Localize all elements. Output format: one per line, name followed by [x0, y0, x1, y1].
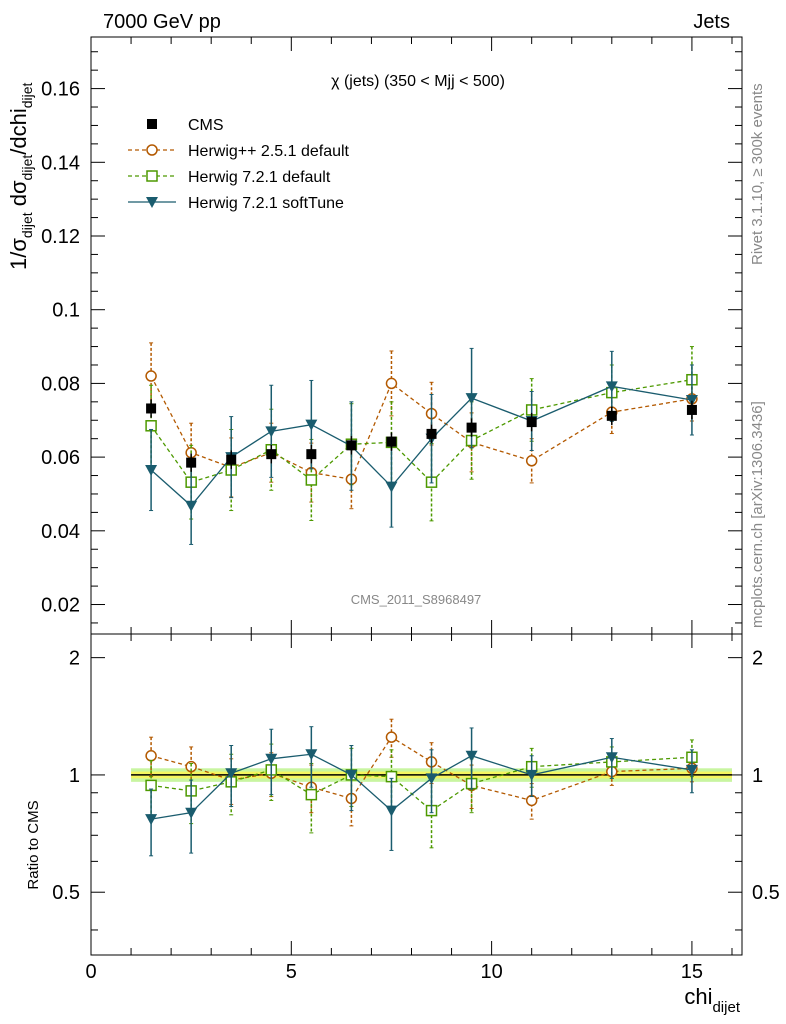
data-point [526, 417, 537, 428]
ratio-y-tick-label-right: 0.5 [752, 882, 780, 904]
x-tick-label: 15 [681, 961, 703, 983]
main-ylabel: 1/σdijet dσdijet/dchidijet [6, 82, 35, 270]
x-axis-label: chidijet [684, 984, 740, 1016]
y-tick-label: 0.06 [41, 447, 80, 469]
data-point [145, 750, 157, 762]
data-point [465, 393, 478, 405]
legend-item: Herwig 7.2.1 softTune [128, 195, 344, 212]
main-series-herwig251 [145, 342, 698, 510]
data-point [466, 422, 477, 433]
ratio-y-tick-label: 1 [69, 765, 80, 787]
data-point [185, 760, 197, 773]
ratio-series [145, 718, 698, 857]
data-point [306, 449, 317, 460]
data-point [145, 370, 157, 382]
y-tick-label: 0.14 [41, 152, 80, 174]
data-point [385, 481, 398, 493]
data-point [305, 788, 318, 801]
legend-label: CMS [188, 117, 224, 134]
data-point [685, 764, 698, 776]
legend-label: Herwig 7.2.1 default [188, 169, 331, 186]
y-tick-label: 0.08 [41, 373, 80, 395]
data-point [146, 403, 157, 414]
data-point [305, 474, 318, 486]
ratio-ticks: 0.5 0.5 1 1 2 2 0 5 10 15 [52, 634, 780, 983]
data-point [345, 769, 358, 781]
y-tick-label: 0.16 [41, 79, 80, 101]
data-point [605, 752, 618, 764]
analysis-id: CMS_2011_S8968497 [351, 592, 482, 607]
data-point [305, 419, 318, 431]
data-point [266, 449, 277, 460]
x-tick-label: 5 [286, 961, 297, 983]
x-tick-label: 0 [85, 961, 96, 983]
legend-label: Herwig 7.2.1 softTune [188, 195, 344, 212]
data-point [525, 455, 538, 467]
y-tick-label: 0.02 [41, 595, 80, 617]
y-tick-label: 0.04 [41, 521, 80, 543]
data-point [265, 753, 278, 765]
data-point [386, 436, 397, 447]
ratio-y-tick-label: 2 [69, 648, 80, 670]
data-point [425, 773, 438, 785]
legend-marker [146, 144, 158, 156]
data-point [186, 457, 197, 468]
side-top-text: Rivet 3.1.10, ≥ 300k events [749, 83, 766, 265]
ratio-panel: 0.5 0.5 1 1 2 2 0 5 10 15 [52, 633, 780, 983]
x-tick-label: 10 [480, 961, 502, 983]
ratio-series-softtune [145, 726, 698, 857]
series-line [150, 753, 693, 820]
data-point [426, 428, 437, 439]
header-right: Jets [693, 11, 730, 33]
data-point [605, 381, 618, 393]
y-tick-label: 0.12 [41, 226, 80, 248]
legend-item: CMS [147, 117, 224, 134]
main-panel: 0.02 0.04 0.06 0.08 0.1 0.12 0.14 0.16 χ (jets)… [41, 36, 743, 635]
data-point [346, 440, 357, 451]
data-point [385, 805, 398, 817]
y-tick-label: 0.1 [52, 300, 80, 322]
series-line [150, 736, 692, 802]
legend-label: Herwig++ 2.5.1 default [188, 143, 350, 160]
data-point [305, 749, 318, 761]
main-series-softtune [145, 347, 698, 545]
ratio-ylabel: Ratio to CMS [25, 800, 42, 889]
data-point [685, 394, 698, 406]
data-point [145, 814, 158, 826]
main-series-herwig721 [145, 346, 698, 522]
main-series [145, 342, 698, 545]
data-point [525, 769, 538, 781]
legend: CMS Herwig++ 2.5.1 default Herwig 7.2.1 de… [128, 117, 350, 212]
plot-title: χ (jets) (350 < Mjj < 500) [331, 73, 505, 90]
legend-marker [146, 170, 158, 182]
data-point [185, 500, 198, 512]
data-point [265, 426, 278, 438]
data-point [226, 454, 237, 465]
data-point [185, 807, 198, 819]
legend-item: Herwig++ 2.5.1 default [128, 143, 350, 160]
data-point [145, 465, 158, 477]
legend-item: Herwig 7.2.1 default [128, 169, 331, 186]
data-point [225, 768, 238, 780]
side-bottom-text: mcplots.cern.ch [arXiv:1306.3436] [749, 401, 766, 628]
header-left: 7000 GeV pp [103, 11, 221, 33]
ratio-y-tick-label: 0.5 [52, 882, 80, 904]
data-point [385, 377, 398, 390]
ratio-frame [90, 633, 743, 956]
ratio-y-tick-label-right: 2 [752, 648, 763, 670]
series-line [150, 385, 693, 507]
legend-marker [146, 197, 158, 208]
main-series-cms [146, 399, 697, 472]
legend-marker [147, 119, 157, 129]
ratio-y-tick-label-right: 1 [752, 765, 763, 787]
data-point [385, 731, 398, 743]
data-point [686, 404, 697, 415]
data-point [606, 410, 617, 421]
main-ticks: 0.02 0.04 0.06 0.08 0.1 0.12 0.14 0.16 [41, 37, 742, 634]
data-point [465, 750, 478, 762]
